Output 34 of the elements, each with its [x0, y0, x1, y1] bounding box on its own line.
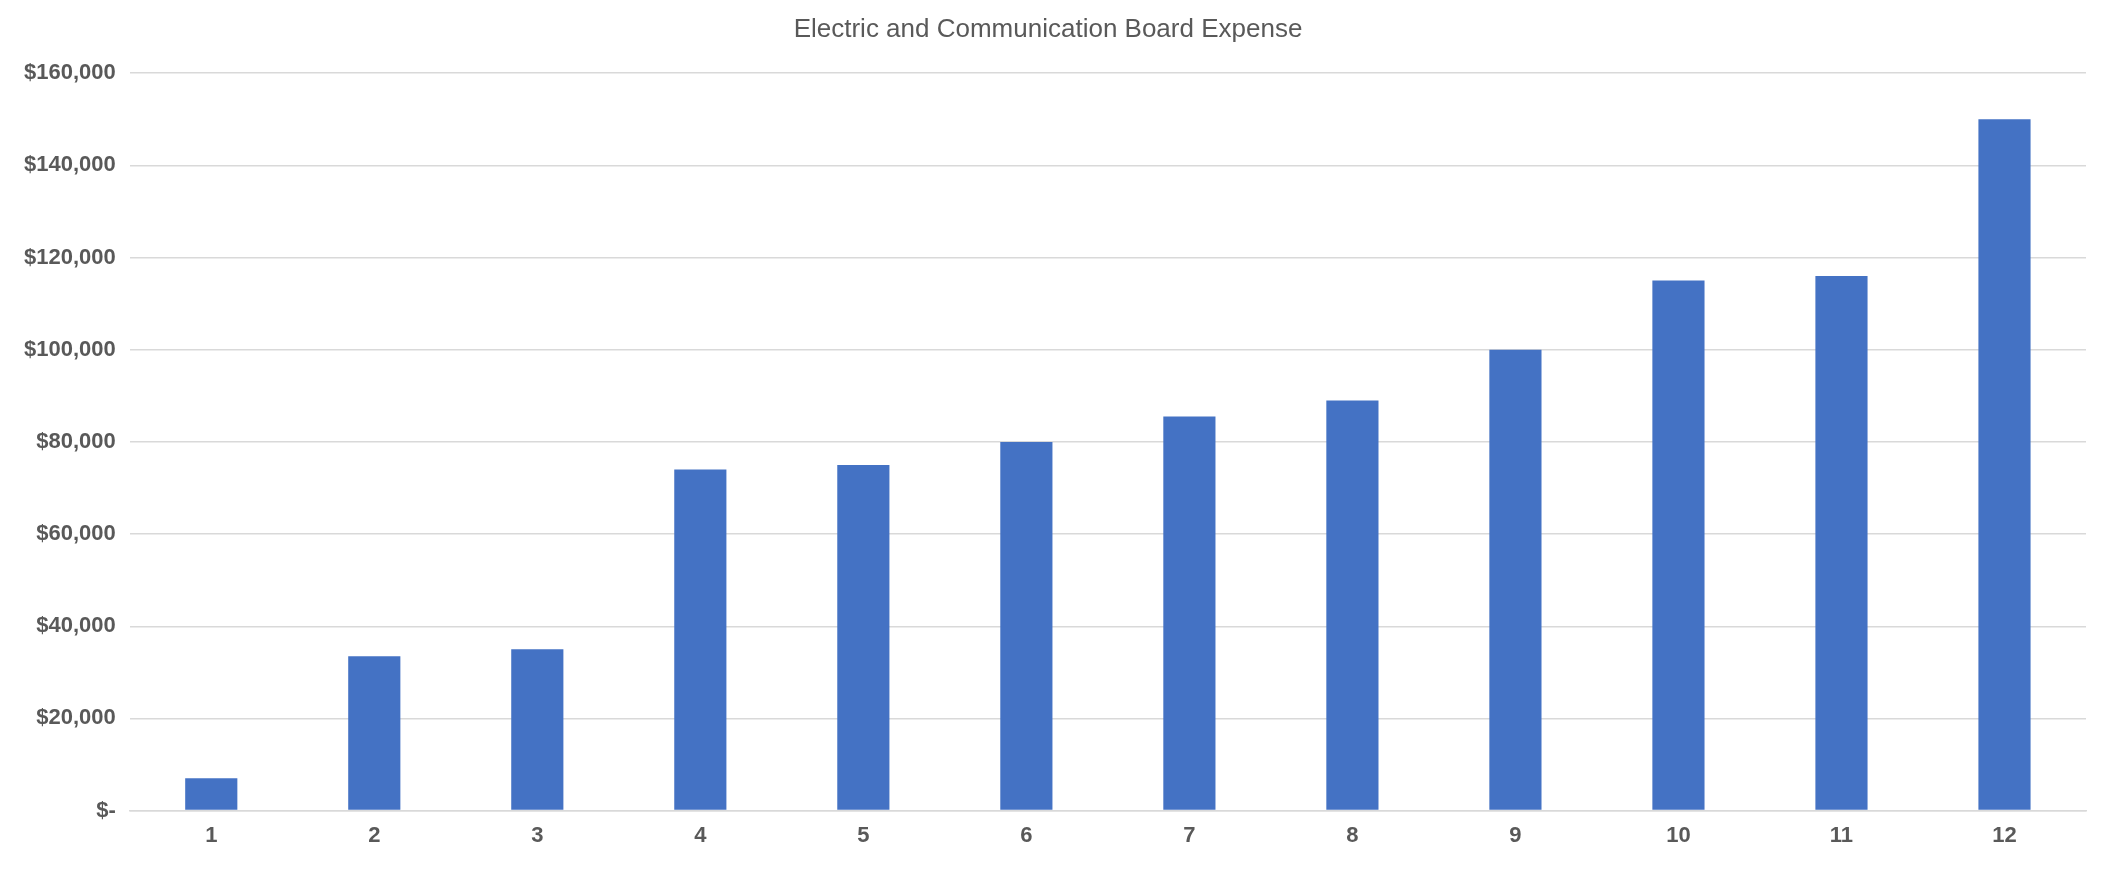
x-tick-label: 3 [531, 821, 544, 847]
y-tick-label: $20,000 [36, 704, 116, 730]
bar [511, 649, 564, 810]
y-tick-label: $- [96, 796, 116, 822]
y-tick-label: $80,000 [36, 427, 116, 453]
bar [837, 464, 890, 810]
x-tick-label: 9 [1509, 821, 1522, 847]
x-tick-label: 12 [1992, 821, 2017, 847]
x-tick-label: 5 [857, 821, 870, 847]
y-tick-label: $120,000 [23, 243, 116, 269]
x-tick-label: 1 [205, 821, 218, 847]
x-tick-label: 7 [1183, 821, 1196, 847]
y-tick-label: $60,000 [36, 520, 116, 546]
bar [1326, 400, 1379, 810]
y-tick-label: $100,000 [23, 335, 116, 361]
bar [185, 778, 238, 810]
bar [674, 469, 727, 810]
y-tick-label: $160,000 [23, 59, 116, 85]
bar [1489, 349, 1542, 810]
y-tick-label: $40,000 [36, 612, 116, 638]
bar [348, 656, 401, 810]
x-tick-label: 10 [1666, 821, 1691, 847]
bar [1000, 441, 1053, 810]
bar [1163, 416, 1216, 810]
bar [1815, 275, 1868, 810]
y-tick-label: $140,000 [23, 151, 116, 177]
x-tick-label: 11 [1829, 821, 1854, 847]
x-tick-label: 4 [694, 821, 708, 847]
chart-title: Electric and Communication Board Expense [793, 12, 1303, 43]
x-tick-label: 8 [1346, 821, 1359, 847]
bar [1652, 280, 1705, 810]
x-tick-label: 6 [1020, 821, 1033, 847]
bar [1978, 119, 2031, 810]
x-tick-label: 2 [368, 821, 381, 847]
